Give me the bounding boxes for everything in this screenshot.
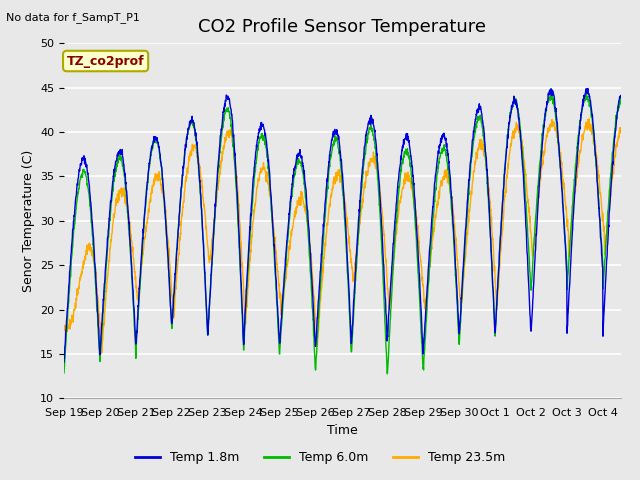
Temp 6.0m (331, 139, 339, 145)
Temp 1.8m (331, 126, 339, 132)
Y-axis label: Senor Temperature (C): Senor Temperature (C) (22, 150, 35, 292)
Temp 6.0m (602, 255, 609, 261)
Temp 6.0m (88, 233, 96, 239)
Temp 1.8m (601, 291, 609, 297)
Temp 6.0m (547, 91, 555, 97)
Temp 23.5m (316, 298, 324, 303)
Temp 1.8m (316, 274, 324, 280)
Temp 6.0m (60, 370, 68, 376)
Text: No data for f_SampT_P1: No data for f_SampT_P1 (6, 12, 140, 23)
Temp 23.5m (601, 250, 609, 256)
Temp 1.8m (499, 201, 506, 207)
Line: Temp 6.0m: Temp 6.0m (64, 94, 621, 374)
Text: TZ_co2prof: TZ_co2prof (67, 55, 145, 68)
Temp 6.0m (383, 371, 391, 377)
Temp 1.8m (88, 222, 96, 228)
Temp 1.8m (584, 85, 592, 91)
Line: Temp 1.8m: Temp 1.8m (64, 88, 621, 362)
Temp 6.0m (499, 196, 506, 202)
Temp 1.8m (60, 359, 68, 365)
Temp 23.5m (331, 181, 339, 187)
Temp 23.5m (602, 252, 609, 257)
Temp 23.5m (585, 116, 593, 122)
Temp 6.0m (316, 288, 324, 294)
Line: Temp 23.5m: Temp 23.5m (64, 119, 621, 353)
Temp 1.8m (601, 298, 609, 304)
Temp 6.0m (601, 256, 609, 262)
X-axis label: Time: Time (327, 424, 358, 437)
Temp 23.5m (98, 350, 106, 356)
Temp 1.8m (617, 93, 625, 98)
Temp 23.5m (60, 327, 68, 333)
Temp 6.0m (617, 95, 625, 101)
Legend: Temp 1.8m, Temp 6.0m, Temp 23.5m: Temp 1.8m, Temp 6.0m, Temp 23.5m (129, 446, 511, 469)
Temp 23.5m (88, 248, 96, 253)
Temp 23.5m (617, 129, 625, 134)
Temp 23.5m (499, 227, 506, 233)
Title: CO2 Profile Sensor Temperature: CO2 Profile Sensor Temperature (198, 18, 486, 36)
